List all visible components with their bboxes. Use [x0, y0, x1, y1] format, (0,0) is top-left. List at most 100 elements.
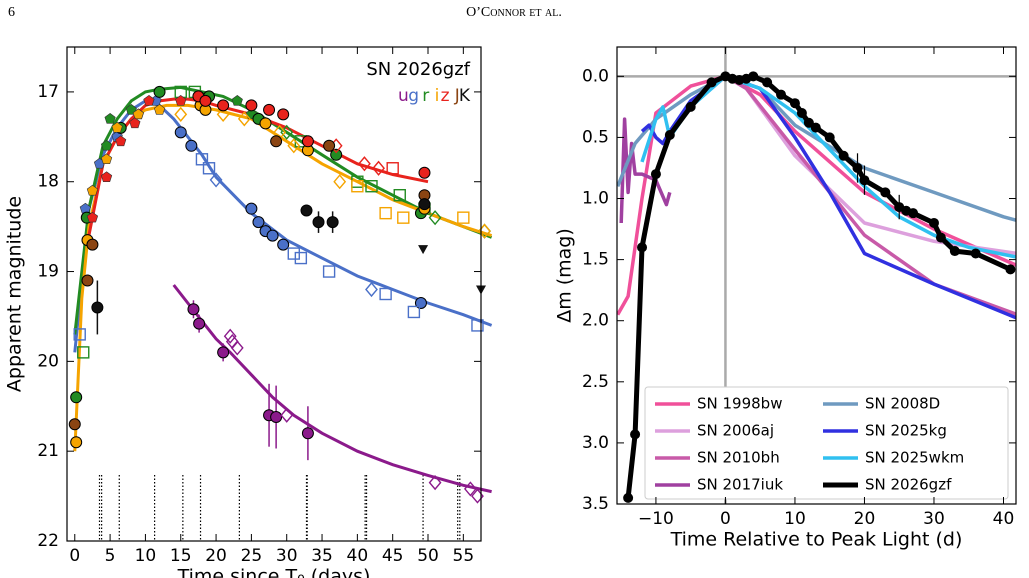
data-point	[803, 117, 814, 128]
x-tick-label: 55	[453, 546, 475, 566]
y-tick-label: 0.5	[582, 127, 609, 147]
data-point	[810, 122, 821, 133]
data-point	[300, 204, 313, 217]
data-point	[70, 391, 83, 404]
data-point	[230, 340, 244, 356]
data-point	[330, 148, 343, 161]
data-point	[100, 171, 113, 182]
data-point	[91, 301, 104, 314]
data-point	[195, 153, 209, 166]
running-head: O’Connor et al.	[466, 5, 562, 20]
data-point	[789, 98, 800, 109]
x-tick-label: 20	[854, 509, 876, 529]
data-point	[471, 319, 484, 332]
data-point	[217, 99, 230, 112]
legend-entry: i	[435, 86, 440, 106]
legend-entry: r	[422, 86, 429, 106]
data-point	[174, 126, 187, 139]
data-point	[153, 85, 166, 98]
data-point	[365, 180, 378, 193]
plot-frame	[616, 46, 1017, 505]
y-tick-label: 2.5	[582, 372, 609, 392]
x-tick-label: 15	[170, 546, 192, 566]
data-point	[623, 492, 634, 503]
data-point	[237, 111, 251, 127]
x-tick-label: 40	[347, 546, 369, 566]
data-point	[86, 238, 99, 251]
data-point	[77, 346, 90, 359]
data-point	[379, 206, 392, 220]
data-point	[859, 175, 870, 186]
x-tick-label: 45	[382, 546, 404, 566]
data-point	[287, 138, 301, 154]
x-tick-label: −10	[638, 509, 674, 529]
data-point	[216, 106, 230, 122]
data-point	[463, 481, 477, 497]
data-point	[252, 216, 265, 229]
y-tick-label: 22	[37, 531, 59, 551]
legend-entry: SN 2025kg	[865, 422, 947, 440]
x-tick-label: 30	[276, 546, 298, 566]
legend-entry: SN 2006aj	[697, 422, 774, 440]
y-tick-label: 3.5	[582, 494, 609, 514]
data-point	[263, 103, 276, 116]
x-tick-label: 10	[135, 546, 157, 566]
data-point	[664, 129, 675, 140]
data-point	[115, 135, 127, 147]
y-tick-label: 1.5	[582, 250, 609, 270]
legend-entry: SN 2008D	[865, 395, 940, 413]
data-point	[270, 411, 283, 424]
data-point	[100, 139, 113, 151]
data-point	[199, 94, 212, 107]
data-point	[393, 188, 406, 202]
data-point	[322, 265, 336, 278]
data-point	[294, 251, 308, 265]
data-point	[70, 436, 83, 449]
legend-entry: SN 2025wkm	[865, 449, 964, 467]
data-point	[129, 117, 141, 129]
y-tick-label: 17	[37, 82, 59, 102]
data-point	[266, 229, 279, 242]
data-point	[86, 211, 99, 223]
data-point	[407, 305, 421, 319]
upper-limit	[418, 245, 429, 255]
data-point	[428, 475, 442, 491]
data-point	[935, 232, 946, 243]
data-point	[908, 208, 919, 219]
x-tick-label: 30	[923, 509, 945, 529]
x-tick-label: 0	[720, 509, 731, 529]
data-point	[100, 153, 113, 164]
data-point	[326, 216, 339, 229]
data-point	[824, 132, 835, 143]
x-tick-label: 40	[993, 509, 1015, 529]
page-number: 6	[8, 5, 15, 20]
data-point	[277, 238, 290, 251]
data-point	[209, 172, 223, 188]
data-point	[372, 160, 385, 176]
data-point	[68, 418, 81, 431]
data-point	[73, 328, 86, 341]
data-point	[187, 303, 200, 316]
legend-entry: SN 1998bw	[697, 395, 782, 413]
y-tick-label: 18	[37, 172, 59, 192]
data-point	[457, 211, 470, 224]
data-point	[637, 242, 648, 253]
data-point	[217, 346, 230, 359]
series-line	[640, 74, 1016, 259]
legend-entry: J	[454, 86, 460, 106]
x-axis-label: Time Relative to Peak Light (d)	[670, 529, 963, 551]
data-point	[414, 296, 427, 309]
data-point	[231, 95, 243, 106]
data-point	[706, 77, 717, 88]
data-point	[379, 287, 392, 301]
data-point	[880, 187, 891, 198]
data-point	[928, 217, 939, 228]
x-tick-label: 50	[417, 546, 439, 566]
fit-curve	[172, 284, 492, 494]
x-tick-label: 10	[784, 509, 806, 529]
x-tick-label: 25	[241, 546, 263, 566]
data-point	[397, 211, 410, 224]
x-tick-label: 35	[311, 546, 333, 566]
data-point	[245, 99, 258, 112]
